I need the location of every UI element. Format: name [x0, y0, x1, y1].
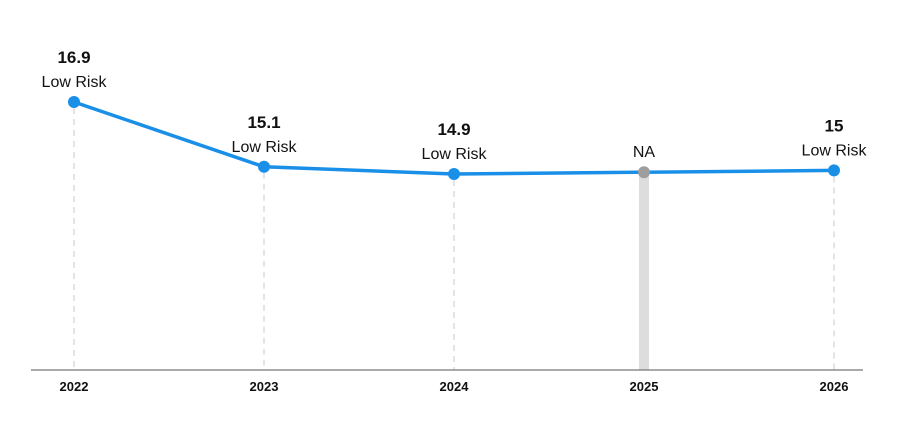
- value-label-2026: 15: [825, 116, 844, 135]
- risk-label-2024: Low Risk: [422, 146, 488, 163]
- data-point-2025: [638, 166, 650, 179]
- risk-label-2023: Low Risk: [232, 139, 298, 156]
- data-point-2022: [68, 96, 80, 108]
- x-tick-label-2024: 2024: [440, 379, 470, 394]
- value-label-2022: 16.9: [57, 48, 90, 67]
- value-label-2025: NA: [633, 144, 656, 161]
- data-labels: 16.9 Low Risk 15.1 Low Risk 14.9 Low Risk NA 15…: [42, 48, 868, 163]
- x-axis-ticks: 2022 2023 2024 2025 2026: [60, 379, 849, 394]
- data-point-2026: [828, 164, 840, 177]
- risk-label-2022: Low Risk: [42, 74, 108, 91]
- x-tick-label-2026: 2026: [820, 379, 849, 394]
- x-tick-label-2023: 2023: [250, 379, 279, 394]
- data-point-2024: [448, 168, 460, 180]
- value-label-2024: 14.9: [437, 120, 470, 139]
- data-point-2023: [258, 160, 270, 173]
- na-bar-2025: [639, 172, 649, 370]
- x-tick-label-2022: 2022: [60, 379, 89, 394]
- risk-label-2026: Low Risk: [802, 142, 868, 159]
- x-tick-label-2025: 2025: [630, 379, 659, 394]
- score-series: [68, 96, 840, 180]
- guide-lines: [73, 108, 835, 370]
- value-label-2023: 15.1: [247, 113, 280, 132]
